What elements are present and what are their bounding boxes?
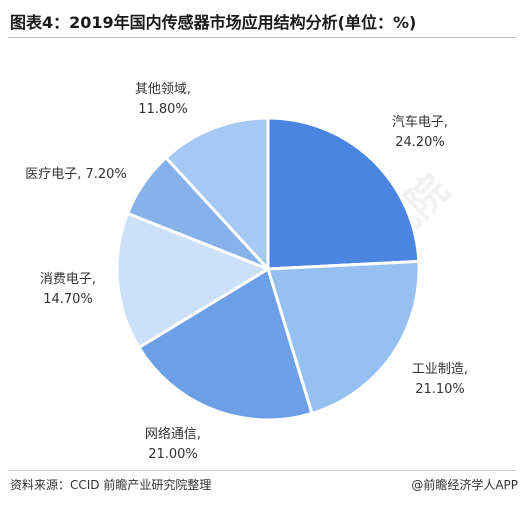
slice-label-1: 汽车电子, bbox=[392, 114, 448, 130]
source-note: 资料来源：CCID 前瞻产业研究院整理 bbox=[10, 478, 212, 492]
pie-slice-1 bbox=[266, 116, 421, 271]
brand-label: @前瞻经济学人APP bbox=[411, 478, 518, 492]
slice-label-5: 医疗电子, 7.20% bbox=[25, 167, 127, 182]
pie-slice-3 bbox=[137, 267, 314, 422]
slice-value-6: 11.80% bbox=[138, 102, 188, 117]
footer-divider bbox=[8, 470, 516, 471]
slice-value-2: 21.10% bbox=[415, 382, 465, 397]
slice-value-4: 14.70% bbox=[43, 292, 93, 307]
pie-slice-2 bbox=[266, 259, 421, 415]
page-title: 图表4：2019年国内传感器市场应用结构分析(单位：%) bbox=[10, 13, 417, 32]
pie-slice-6 bbox=[164, 116, 270, 271]
pie-slice-4 bbox=[115, 211, 270, 349]
slice-label-4: 消费电子, bbox=[40, 272, 96, 287]
slice-label-3: 网络通信, bbox=[145, 426, 201, 442]
slice-value-3: 21.00% bbox=[148, 447, 198, 462]
slice-value-1: 24.20% bbox=[395, 135, 445, 150]
title-divider bbox=[8, 37, 516, 38]
slice-label-6: 其他领域, bbox=[135, 82, 191, 97]
slice-label-2: 工业制造, bbox=[412, 362, 468, 377]
